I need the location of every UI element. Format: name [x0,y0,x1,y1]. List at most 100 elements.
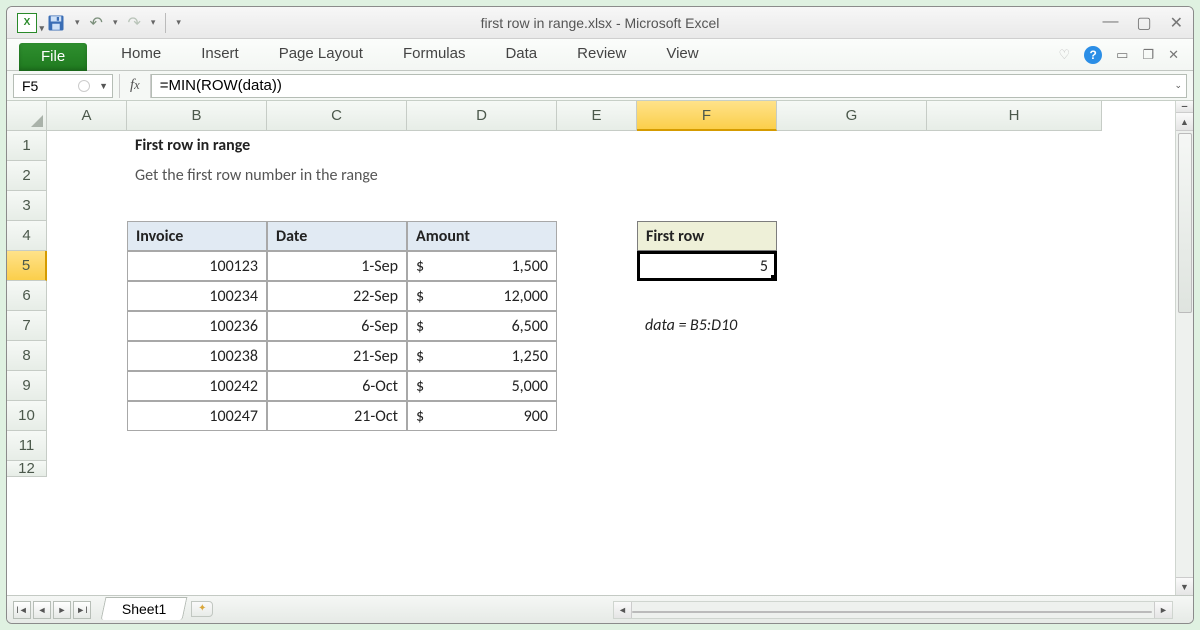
row-header-8[interactable]: 8 [7,341,47,371]
tab-page-layout[interactable]: Page Layout [273,41,369,70]
cell[interactable] [557,371,637,401]
undo-icon[interactable]: ↶ [90,13,103,33]
table-cell[interactable]: 100123 [127,251,267,281]
cell[interactable] [777,401,927,431]
cell[interactable] [927,251,1102,281]
cell[interactable] [777,191,927,221]
table-cell[interactable]: 100247 [127,401,267,431]
col-header-b[interactable]: B [127,101,267,131]
cell[interactable] [47,281,127,311]
formula-expand-icon[interactable]: ⌄ [1174,80,1182,91]
table-cell[interactable]: 21-Sep [267,341,407,371]
split-handle-icon[interactable]: – [1176,101,1193,113]
cell[interactable] [47,401,127,431]
scroll-thumb[interactable] [632,611,1152,613]
cell[interactable] [127,431,267,461]
cell[interactable] [47,191,127,221]
redo-icon[interactable]: ↷ [127,13,140,33]
row-header-3[interactable]: 3 [7,191,47,221]
col-header-d[interactable]: D [407,101,557,131]
tab-view[interactable]: View [660,41,704,70]
row-header-4[interactable]: 4 [7,221,47,251]
cell[interactable] [407,191,557,221]
cell[interactable] [47,371,127,401]
select-all-corner[interactable] [7,101,47,131]
sheet-subtitle[interactable]: Get the first row number in the range [127,161,637,191]
cell[interactable] [777,431,927,461]
table-cell[interactable]: $6,500 [407,311,557,341]
row-header-11[interactable]: 11 [7,431,47,461]
cell[interactable] [637,431,777,461]
cell[interactable] [127,191,267,221]
cell[interactable] [47,251,127,281]
cell[interactable] [637,161,777,191]
col-header-c[interactable]: C [267,101,407,131]
cell[interactable] [927,341,1102,371]
cell[interactable] [557,431,637,461]
cell[interactable] [927,431,1102,461]
table-cell[interactable]: 6-Oct [267,371,407,401]
undo-dropdown-icon[interactable]: ▾ [113,17,118,28]
cell[interactable] [927,281,1102,311]
row-header-1[interactable]: 1 [7,131,47,161]
row-header-7[interactable]: 7 [7,311,47,341]
cell[interactable] [47,461,1102,477]
cell[interactable] [47,161,127,191]
row-header-9[interactable]: 9 [7,371,47,401]
workbook-restore-icon[interactable]: ❐ [1142,47,1154,63]
workbook-close-icon[interactable]: ✕ [1168,47,1179,63]
sheet-next-icon[interactable]: ► [53,601,71,619]
cell[interactable] [47,221,127,251]
cell[interactable] [557,281,637,311]
formula-input[interactable]: =MIN(ROW(data)) ⌄ [151,74,1187,98]
result-label[interactable]: First row [637,221,777,251]
col-header-h[interactable]: H [927,101,1102,131]
table-cell[interactable]: 100242 [127,371,267,401]
cell[interactable] [777,221,927,251]
cell[interactable] [927,371,1102,401]
cell[interactable] [777,161,927,191]
cell[interactable] [637,281,777,311]
named-range-note[interactable]: data = B5:D10 [637,311,927,341]
cell[interactable] [637,131,777,161]
minimize-icon[interactable]: — [1102,13,1118,33]
table-cell[interactable]: 100236 [127,311,267,341]
tab-formulas[interactable]: Formulas [397,41,472,70]
table-cell[interactable]: 1-Sep [267,251,407,281]
scroll-thumb[interactable] [1178,133,1192,313]
excel-icon[interactable]: X▾ [17,13,37,33]
file-tab[interactable]: File [19,43,87,71]
cell[interactable] [777,131,927,161]
cell[interactable] [557,311,637,341]
cell[interactable] [777,281,927,311]
table-header-invoice[interactable]: Invoice [127,221,267,251]
cell[interactable] [557,221,637,251]
row-header-2[interactable]: 2 [7,161,47,191]
cell[interactable] [637,341,777,371]
cell[interactable] [927,191,1102,221]
sheet-last-icon[interactable]: ►I [73,601,91,619]
cell[interactable] [637,371,777,401]
table-header-date[interactable]: Date [267,221,407,251]
cell[interactable] [637,401,777,431]
grid[interactable]: A B C D E F G H 1 First row in range 2 G… [7,101,1102,595]
col-header-a[interactable]: A [47,101,127,131]
cell[interactable] [267,431,407,461]
cell[interactable] [777,251,927,281]
cell[interactable] [47,341,127,371]
vertical-scrollbar[interactable]: – ▲ ▼ [1175,101,1193,595]
qat-customize-icon[interactable]: ▾ [176,17,181,28]
sheet-prev-icon[interactable]: ◄ [33,601,51,619]
table-header-amount[interactable]: Amount [407,221,557,251]
cell[interactable] [47,131,127,161]
save-icon[interactable] [47,14,65,32]
selected-cell[interactable]: 5 [637,251,777,281]
cell[interactable] [927,401,1102,431]
table-cell[interactable]: 100234 [127,281,267,311]
cell[interactable] [777,371,927,401]
save-dropdown-icon[interactable]: ▾ [75,17,80,28]
cell[interactable] [557,191,637,221]
col-header-g[interactable]: G [777,101,927,131]
sheet-tab[interactable]: Sheet1 [101,597,188,620]
tab-home[interactable]: Home [115,41,167,70]
